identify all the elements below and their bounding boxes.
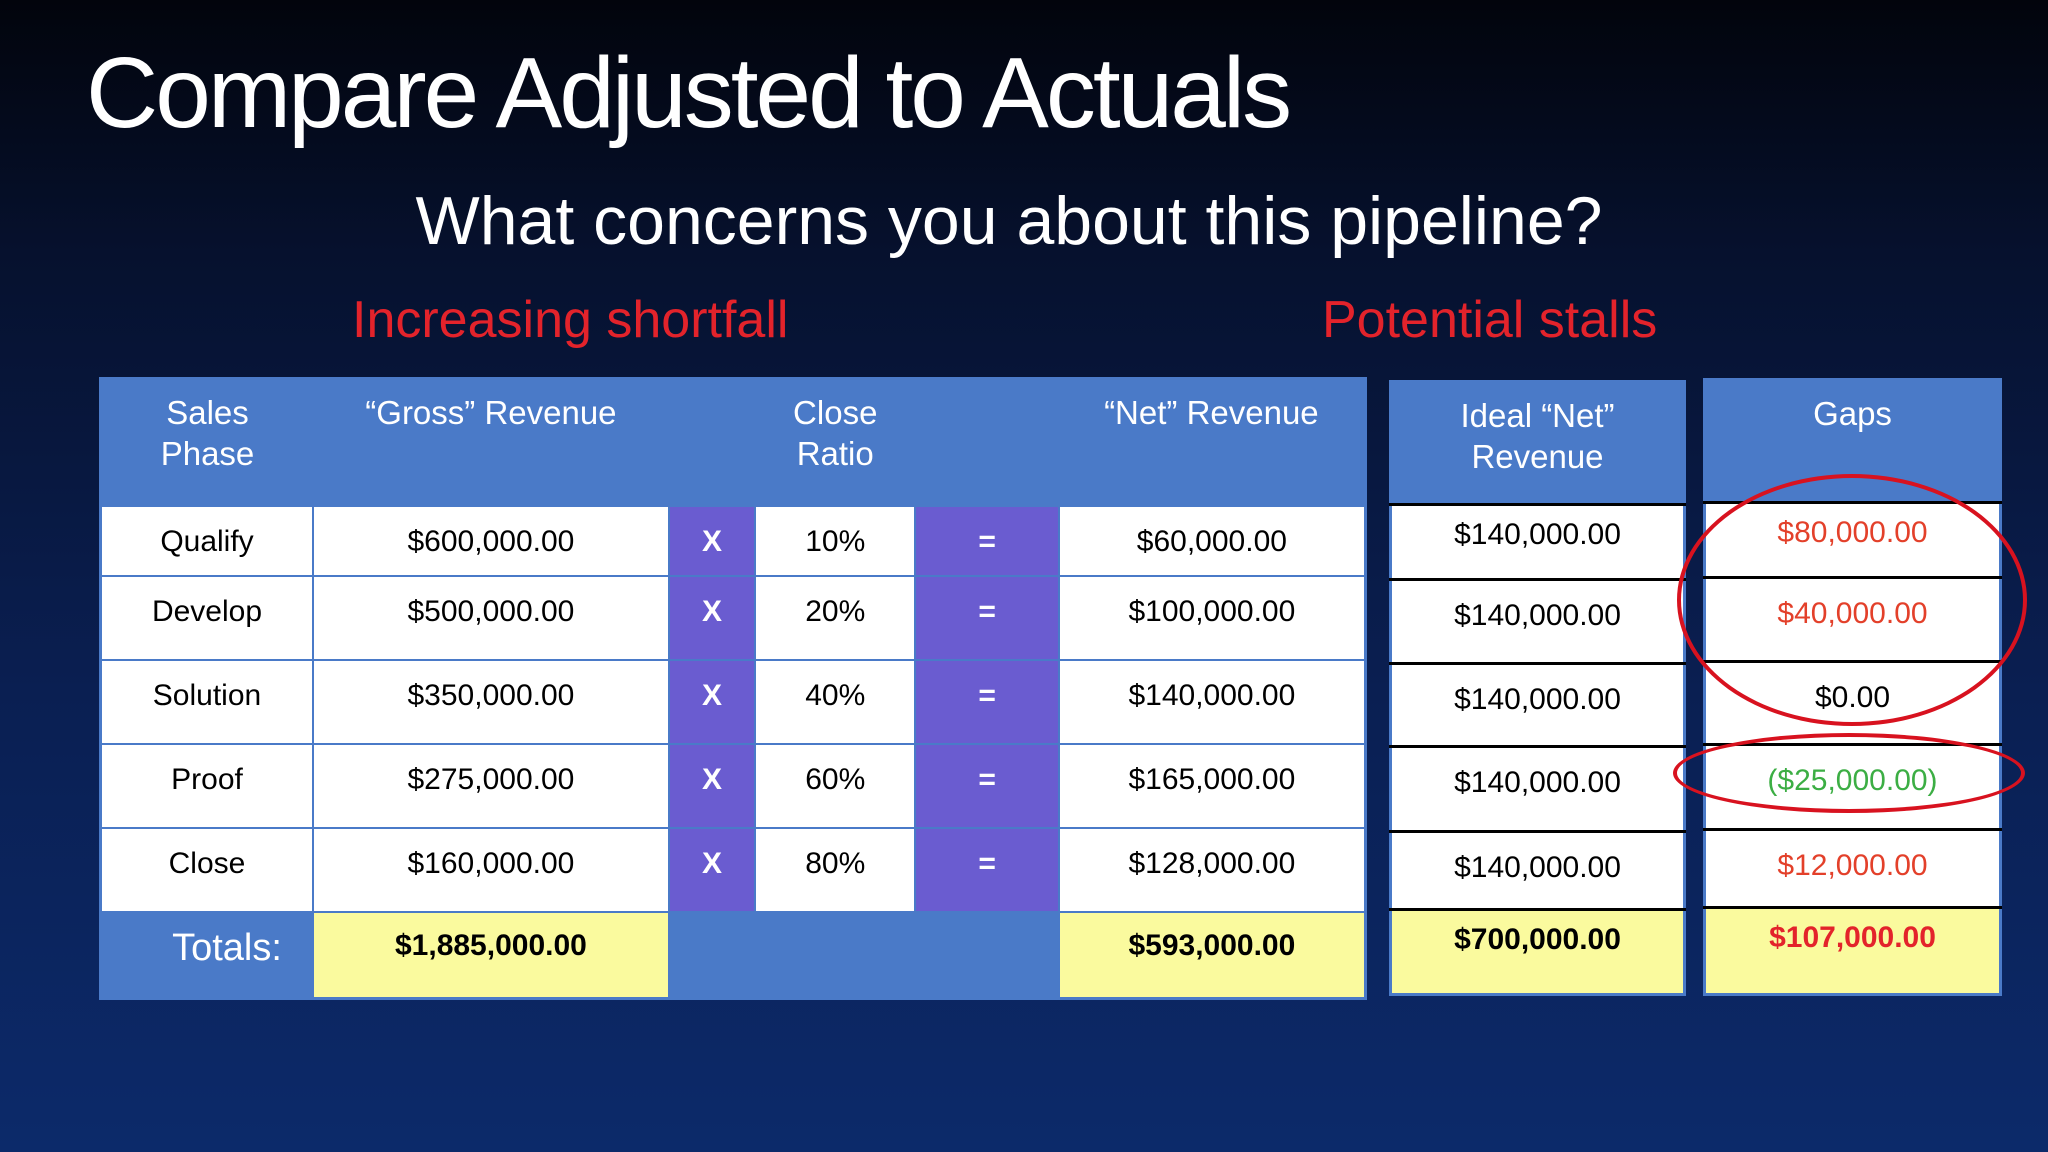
table-row: Develop $500,000.00 X 20% = $100,000.00 xyxy=(99,574,1367,661)
header-close-ratio-line1: Close xyxy=(793,394,878,431)
multiply-operator: X xyxy=(668,826,756,913)
header-close-ratio-line2: Ratio xyxy=(796,435,874,472)
net-cell: $60,000.00 xyxy=(1057,504,1367,577)
ratio-cell: 10% xyxy=(754,504,917,577)
gross-cell: $275,000.00 xyxy=(312,742,670,829)
equals-operator: = xyxy=(915,826,1059,913)
phase-cell: Develop xyxy=(99,574,314,661)
header-ideal-line1: Ideal “Net” xyxy=(1460,397,1615,434)
totals-row: Totals: $1,885,000.00 $593,000.00 xyxy=(101,910,1367,1000)
net-cell: $140,000.00 xyxy=(1057,658,1367,745)
header-net-revenue: “Net” Revenue xyxy=(1104,394,1319,431)
totals-blank xyxy=(755,911,916,999)
multiply-operator: X xyxy=(668,504,756,577)
net-cell: $165,000.00 xyxy=(1057,742,1367,829)
header-blank xyxy=(915,379,1058,506)
totals-row: $107,000.00 xyxy=(1703,906,2002,996)
ratio-cell: 80% xyxy=(754,826,917,913)
totals-row: $700,000.00 xyxy=(1389,908,1686,996)
table-row: Solution $350,000.00 X 40% = $140,000.00 xyxy=(99,658,1367,745)
phase-cell: Qualify xyxy=(99,504,314,577)
header-ideal-net-revenue: Ideal “Net” Revenue xyxy=(1391,382,1685,505)
table-row: $140,000.00 xyxy=(1389,830,1686,910)
ratio-cell: 20% xyxy=(754,574,917,661)
table-row: $140,000.00 xyxy=(1389,503,1686,580)
ratio-cell: 60% xyxy=(754,742,917,829)
header-close-ratio: Close Ratio xyxy=(755,379,915,506)
header-blank xyxy=(669,379,755,506)
gross-cell: $350,000.00 xyxy=(312,658,670,745)
slide-subtitle: What concerns you about this pipeline? xyxy=(415,183,1603,259)
callout-potential-stalls: Potential stalls xyxy=(1322,291,1658,349)
ideal-header-row: Ideal “Net” Revenue xyxy=(1391,382,1685,505)
callout-increasing-shortfall: Increasing shortfall xyxy=(352,291,789,349)
gross-cell: $600,000.00 xyxy=(312,504,670,577)
gross-total: $1,885,000.00 xyxy=(312,910,670,1000)
gaps-total: $107,000.00 xyxy=(1703,906,2002,996)
gross-cell: $160,000.00 xyxy=(312,826,670,913)
header-gaps: Gaps xyxy=(1813,395,1892,432)
totals-blank xyxy=(915,911,1059,999)
header-sales-phase-line1: Sales xyxy=(166,394,249,431)
ideal-cell: $140,000.00 xyxy=(1389,662,1686,747)
equals-operator: = xyxy=(915,504,1059,577)
header-sales-phase: Sales Phase xyxy=(101,379,314,506)
ideal-cell: $140,000.00 xyxy=(1389,745,1686,832)
table-row: Qualify $600,000.00 X 10% = $60,000.00 xyxy=(99,504,1367,577)
phase-cell: Close xyxy=(99,826,314,913)
gap-cell: $12,000.00 xyxy=(1703,828,2002,908)
table-row: Close $160,000.00 X 80% = $128,000.00 xyxy=(99,826,1367,913)
ideal-total: $700,000.00 xyxy=(1389,908,1686,996)
pipeline-header-row: Sales Phase “Gross” Revenue Close Ratio “N… xyxy=(101,379,1366,506)
table-row: $140,000.00 xyxy=(1389,662,1686,747)
table-row: $140,000.00 xyxy=(1389,745,1686,832)
net-total: $593,000.00 xyxy=(1057,910,1367,1000)
phase-cell: Proof xyxy=(99,742,314,829)
gaps-header-row: Gaps xyxy=(1705,380,2001,503)
ideal-cell: $140,000.00 xyxy=(1389,830,1686,910)
multiply-operator: X xyxy=(668,742,756,829)
slide-title: Compare Adjusted to Actuals xyxy=(86,37,1292,149)
stall-annotation-ring xyxy=(1673,733,2025,813)
phase-cell: Solution xyxy=(99,658,314,745)
multiply-operator: X xyxy=(668,574,756,661)
equals-operator: = xyxy=(915,658,1059,745)
table-row: $12,000.00 xyxy=(1703,828,2002,908)
ideal-cell: $140,000.00 xyxy=(1389,503,1686,580)
pipeline-table: Sales Phase “Gross” Revenue Close Ratio “N… xyxy=(99,377,1367,1000)
equals-operator: = xyxy=(915,742,1059,829)
ideal-cell: $140,000.00 xyxy=(1389,578,1686,664)
net-cell: $100,000.00 xyxy=(1057,574,1367,661)
totals-label: Totals: xyxy=(172,926,282,969)
header-gross-revenue: “Gross” Revenue xyxy=(365,394,617,431)
table-row: $140,000.00 xyxy=(1389,578,1686,664)
gross-cell: $500,000.00 xyxy=(312,574,670,661)
totals-blank xyxy=(668,911,756,999)
table-row: Proof $275,000.00 X 60% = $165,000.00 xyxy=(99,742,1367,829)
shortfall-annotation-ring xyxy=(1677,474,2027,726)
header-ideal-line2: Revenue xyxy=(1471,438,1604,475)
ratio-cell: 40% xyxy=(754,658,917,745)
net-cell: $128,000.00 xyxy=(1057,826,1367,913)
multiply-operator: X xyxy=(668,658,756,745)
ideal-net-revenue-table: Ideal “Net” Revenue $140,000.00 $140,000.… xyxy=(1389,380,1686,996)
equals-operator: = xyxy=(915,574,1059,661)
header-sales-phase-line2: Phase xyxy=(160,435,255,472)
